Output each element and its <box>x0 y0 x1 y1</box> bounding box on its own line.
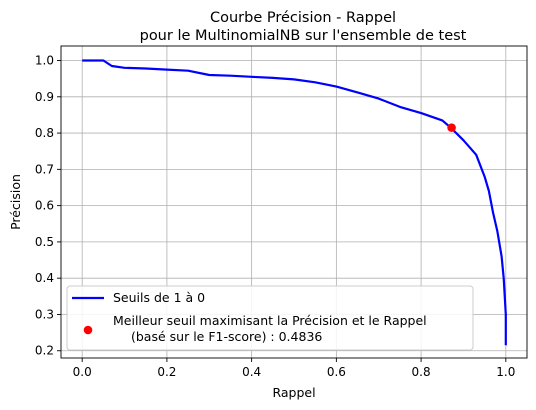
best-threshold-point <box>447 123 456 132</box>
x-tick-label: 0.4 <box>242 365 261 379</box>
chart-title-line1: Courbe Précision - Rappel <box>210 10 396 26</box>
x-axis-label: Rappel <box>272 385 315 400</box>
chart-title-line2: pour le MultinomialNB sur l'ensemble de … <box>140 28 467 44</box>
y-tick-label: 0.6 <box>35 199 54 213</box>
y-tick-label: 1.0 <box>35 54 54 68</box>
x-tick-label: 0.6 <box>327 365 346 379</box>
y-tick-label: 0.3 <box>35 307 54 321</box>
legend-box <box>66 285 474 351</box>
tick-layer: 0.0 0.2 0.4 0.6 0.8 1.0 0.2 0.3 0.4 0.5 0.6 0.7 0.8 0… <box>35 54 515 379</box>
x-tick-label: 0.8 <box>412 365 431 379</box>
pr-curve-line <box>82 59 507 346</box>
y-tick-label: 0.2 <box>35 344 54 358</box>
y-tick-label: 0.8 <box>35 126 54 140</box>
legend-marker-swatch <box>83 325 93 335</box>
y-tick-label: 0.9 <box>35 90 54 104</box>
y-tick-label: 0.4 <box>35 271 54 285</box>
plot-frame <box>60 45 528 359</box>
series-layer <box>82 59 507 346</box>
y-tick-label: 0.5 <box>35 235 54 249</box>
legend-entry-marker-line1: Meilleur seuil maximisant la Précision e… <box>113 313 427 328</box>
x-tick-label: 1.0 <box>496 365 515 379</box>
y-tick-label: 0.7 <box>35 162 54 176</box>
y-axis-label: Précision <box>8 174 23 230</box>
legend: Seuils de 1 à 0 Meilleur seuil maximisan… <box>66 285 474 351</box>
x-tick-label: 0.2 <box>157 365 176 379</box>
x-tick-label: 0.0 <box>73 365 92 379</box>
legend-entry-marker-line2: (basé sur le F1-score) : 0.4836 <box>131 329 322 344</box>
grid-lines <box>61 46 527 358</box>
legend-entry-line: Seuils de 1 à 0 <box>113 290 205 305</box>
